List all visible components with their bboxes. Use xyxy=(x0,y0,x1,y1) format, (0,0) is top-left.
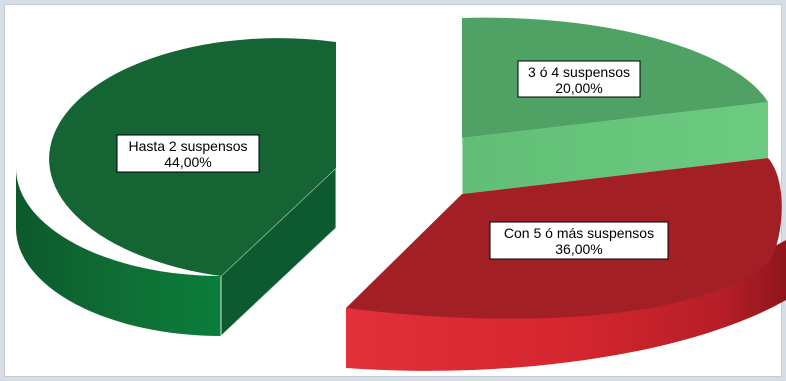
label-con-5-value: 36,00% xyxy=(555,241,602,257)
data-label-3-o-4: 3 ó 4 suspensos 20,00% xyxy=(517,60,641,98)
data-label-con-5: Con 5 ó más suspensos 36,00% xyxy=(489,221,669,260)
data-label-hasta-2: Hasta 2 suspensos 44,00% xyxy=(116,134,260,173)
label-3-o-4-value: 20,00% xyxy=(555,80,602,96)
label-con-5-name: Con 5 ó más suspensos xyxy=(504,225,654,241)
label-3-o-4-name: 3 ó 4 suspensos xyxy=(528,64,630,80)
slice-hasta-2 xyxy=(16,38,337,338)
slice-hasta-2-side xyxy=(16,168,221,336)
label-hasta-2-name: Hasta 2 suspensos xyxy=(128,138,247,154)
slice-3-o-4-front xyxy=(462,102,768,194)
label-hasta-2-value: 44,00% xyxy=(164,154,211,170)
slice-con-5 xyxy=(346,158,786,371)
